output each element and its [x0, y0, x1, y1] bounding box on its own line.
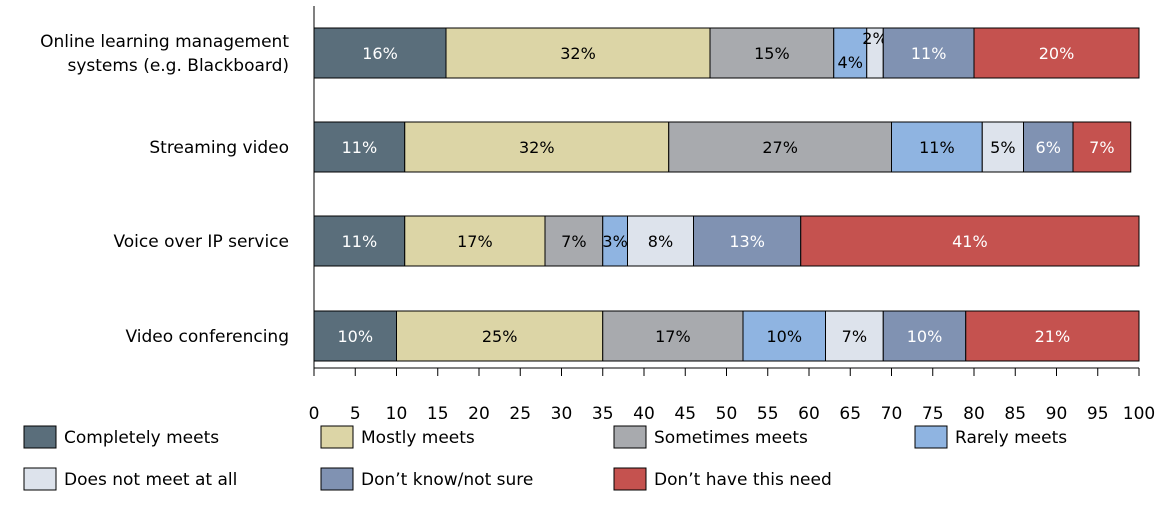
- data-label: 13%: [729, 232, 765, 251]
- bar-segment: [668, 121, 892, 173]
- data-label: 10%: [337, 327, 373, 346]
- x-tick-label: 50: [716, 404, 738, 424]
- data-label: 32%: [519, 138, 555, 157]
- legend-swatch: [320, 425, 354, 449]
- data-label: 11%: [342, 232, 378, 251]
- data-label: 2%: [862, 29, 887, 48]
- bar-segment: [1072, 121, 1132, 173]
- x-tick-label: 85: [1004, 404, 1026, 424]
- x-tick-label: 10: [386, 404, 408, 424]
- category-label: Video conferencing: [126, 327, 289, 347]
- bar-segment: [313, 27, 447, 79]
- legend-swatch: [613, 425, 647, 449]
- data-label: 7%: [842, 327, 867, 346]
- data-label: 25%: [482, 327, 518, 346]
- data-label: 32%: [560, 44, 596, 63]
- legend-swatch: [914, 425, 948, 449]
- legend: Completely meets Mostly meets Sometimes me…: [23, 425, 1067, 491]
- data-label: 3%: [602, 232, 627, 251]
- legend-label: Mostly meets: [361, 428, 475, 448]
- bar-segment: [404, 215, 546, 267]
- x-tick-label: 75: [922, 404, 944, 424]
- x-tick-label: 20: [468, 404, 490, 424]
- data-label: 5%: [990, 138, 1015, 157]
- category-label: Streaming video: [149, 138, 289, 158]
- bar-segment: [627, 215, 694, 267]
- bar-segment: [313, 121, 406, 173]
- x-axis: 0 5 10 15 20 25 30 35 40 45 50 55 60 65 70 75 80 85 90 95 10…: [309, 6, 1155, 424]
- data-label: 21%: [1035, 327, 1071, 346]
- bar-segment: [709, 27, 835, 79]
- data-label: 7%: [561, 232, 586, 251]
- bar-segment: [1023, 121, 1074, 173]
- x-tick-label: 15: [427, 404, 449, 424]
- data-label: 6%: [1036, 138, 1061, 157]
- data-label: 7%: [1089, 138, 1114, 157]
- x-tick-label: 45: [674, 404, 696, 424]
- legend-label: Don’t have this need: [654, 470, 832, 490]
- x-tick-label: 5: [350, 404, 361, 424]
- legend-label: Sometimes meets: [654, 428, 808, 448]
- data-label: 11%: [342, 138, 378, 157]
- bar-segment: [965, 310, 1140, 362]
- bar-segment: [973, 27, 1140, 79]
- x-tick-label: 40: [633, 404, 655, 424]
- x-tick-label: 95: [1087, 404, 1109, 424]
- data-label: 27%: [762, 138, 798, 157]
- bar-segment: [396, 310, 604, 362]
- x-tick-label: 65: [839, 404, 861, 424]
- legend-label: Does not meet at all: [64, 470, 237, 490]
- x-tick-label: 55: [757, 404, 779, 424]
- x-tick-label: 90: [1046, 404, 1068, 424]
- bar-segment: [882, 27, 975, 79]
- legend-swatch: [23, 467, 57, 491]
- x-tick-label: 35: [592, 404, 614, 424]
- bar-segment: [602, 310, 744, 362]
- data-label: 10%: [766, 327, 802, 346]
- category-label: Online learning management: [40, 32, 289, 52]
- legend-swatch: [23, 425, 57, 449]
- legend-label: Rarely meets: [955, 428, 1067, 448]
- x-tick-label: 80: [963, 404, 985, 424]
- data-label: 17%: [655, 327, 691, 346]
- legend-label: Don’t know/not sure: [361, 470, 533, 490]
- data-label: 11%: [911, 44, 947, 63]
- data-label: 8%: [648, 232, 673, 251]
- category-label: Voice over IP service: [113, 232, 289, 252]
- legend-swatch: [320, 467, 354, 491]
- category-labels: Online learning management systems (e.g. …: [40, 32, 289, 347]
- bar-segment: [800, 215, 1140, 267]
- data-label: 16%: [362, 44, 398, 63]
- data-label: 15%: [754, 44, 790, 63]
- bar-segment: [742, 310, 826, 362]
- bar-segment: [981, 121, 1024, 173]
- x-tick-label: 0: [309, 404, 320, 424]
- x-tick-label: 30: [551, 404, 573, 424]
- legend-label: Completely meets: [64, 428, 219, 448]
- data-label: 11%: [919, 138, 955, 157]
- data-label: 41%: [952, 232, 988, 251]
- bar-segment: [602, 215, 628, 267]
- data-label: 4%: [838, 53, 863, 72]
- data-label: 10%: [907, 327, 943, 346]
- bar-segment: [544, 215, 604, 267]
- category-label: systems (e.g. Blackboard): [67, 56, 289, 76]
- legend-swatch: [613, 467, 647, 491]
- bar-segment: [404, 121, 670, 173]
- bar-segment: [693, 215, 802, 267]
- x-tick-label: 70: [881, 404, 903, 424]
- x-tick-label: 60: [798, 404, 820, 424]
- x-tick-label: 25: [509, 404, 531, 424]
- bar-segment: [825, 310, 884, 362]
- bar-segment: [882, 310, 967, 362]
- bar-segment: [891, 121, 983, 173]
- x-tick-label: 100: [1123, 404, 1155, 424]
- data-label: 20%: [1039, 44, 1075, 63]
- data-label: 17%: [457, 232, 493, 251]
- bar-segment: [445, 27, 711, 79]
- bars-group: 16% 32% 15% 4% 2% 11% 20% 11% 32% 27% 11% 5% 6% 7% 11%…: [313, 27, 1140, 362]
